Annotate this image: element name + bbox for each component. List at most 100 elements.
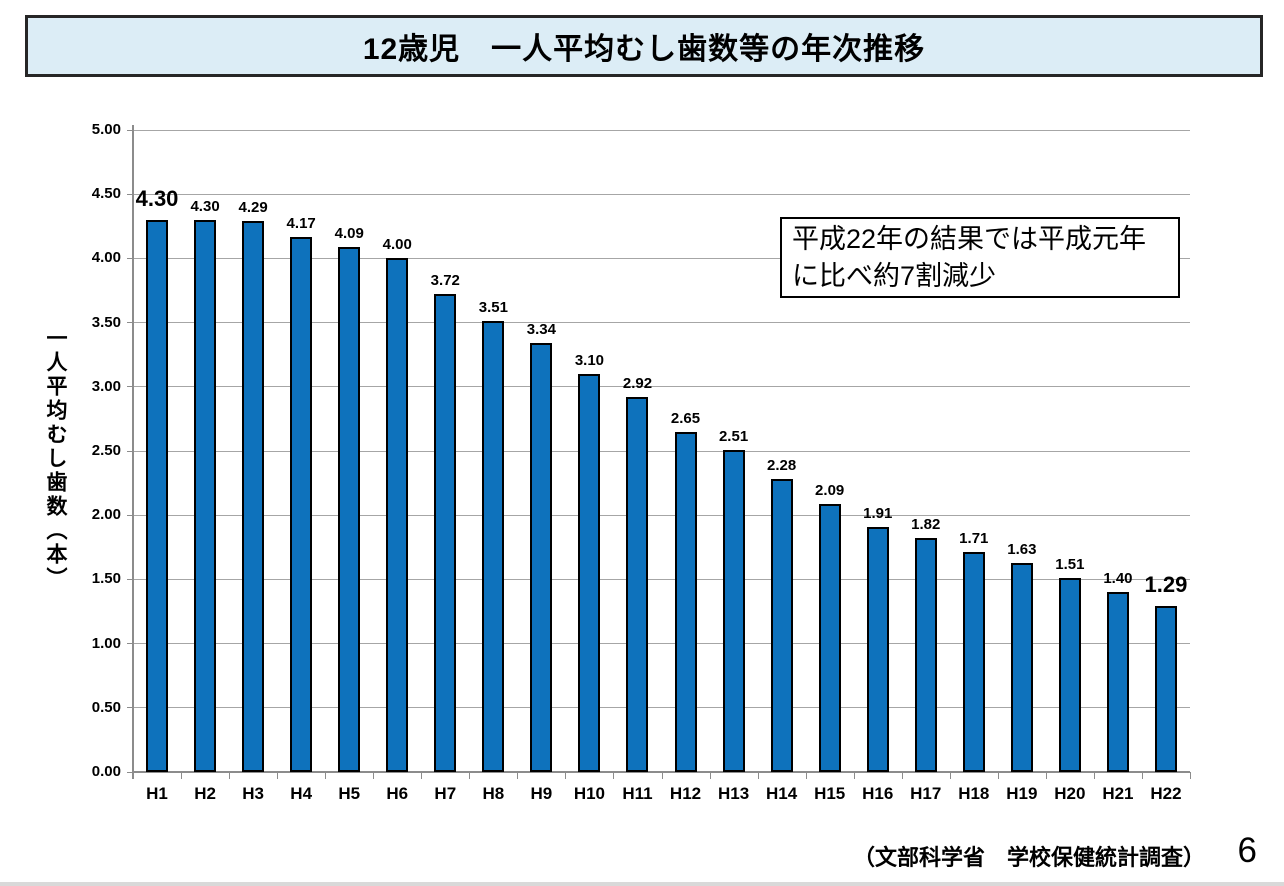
bar-H6 bbox=[386, 258, 409, 772]
annotation-line-2: に比べ約7割減少 bbox=[792, 261, 997, 291]
gridline-3.00 bbox=[133, 386, 1190, 388]
value-label-H7: 3.72 bbox=[430, 272, 460, 290]
x-tick-label-H13: H13 bbox=[717, 784, 750, 803]
y-axis-title: 一人平均むし歯数（本） bbox=[44, 327, 67, 591]
x-tick-label-H5: H5 bbox=[338, 784, 361, 803]
x-tick-mark-15 bbox=[853, 772, 855, 779]
value-label-H1: 4.30 bbox=[135, 185, 179, 211]
y-axis-line bbox=[132, 125, 134, 779]
y-tick-mark-1.00 bbox=[127, 643, 133, 645]
x-tick-mark-8 bbox=[517, 772, 519, 779]
x-tick-mark-14 bbox=[805, 772, 807, 779]
y-tick-label-2.50: 2.50 bbox=[91, 442, 121, 459]
bar-H3 bbox=[242, 221, 265, 772]
bar-H14 bbox=[770, 479, 793, 772]
bar-H22 bbox=[1154, 606, 1177, 772]
value-label-H16: 1.91 bbox=[863, 504, 893, 522]
value-label-H6: 4.00 bbox=[382, 236, 412, 254]
x-tick-label-H22: H22 bbox=[1150, 784, 1182, 803]
x-tick-label-H20: H20 bbox=[1054, 784, 1086, 803]
y-tick-mark-1.50 bbox=[127, 578, 133, 580]
x-tick-label-H17: H17 bbox=[910, 784, 942, 803]
y-tick-label-3.00: 3.00 bbox=[91, 377, 121, 395]
x-tick-mark-9 bbox=[565, 772, 567, 779]
bar-H19 bbox=[1010, 562, 1033, 772]
x-tick-label-H19: H19 bbox=[1006, 784, 1038, 803]
y-tick-label-3.50: 3.50 bbox=[91, 313, 121, 331]
x-tick-label-H2: H2 bbox=[194, 784, 216, 803]
y-tick-mark-3.50 bbox=[127, 322, 133, 324]
x-tick-mark-22 bbox=[1190, 772, 1191, 779]
x-tick-label-H6: H6 bbox=[386, 784, 409, 803]
y-tick-label-0.00: 0.00 bbox=[91, 763, 121, 780]
value-label-H14: 2.28 bbox=[767, 457, 797, 475]
y-tick-label-1.00: 1.00 bbox=[91, 634, 121, 652]
value-label-H4: 4.17 bbox=[286, 214, 316, 232]
gridline-0.50 bbox=[133, 707, 1190, 709]
gridline-2.00 bbox=[133, 514, 1190, 516]
y-tick-label-2.00: 2.00 bbox=[91, 506, 121, 524]
x-tick-label-H15: H15 bbox=[814, 784, 846, 803]
x-tick-mark-7 bbox=[469, 772, 471, 779]
page-number: 6 bbox=[1237, 831, 1257, 870]
value-label-H9: 3.34 bbox=[526, 321, 556, 339]
x-tick-mark-3 bbox=[277, 772, 279, 779]
value-label-H17: 1.82 bbox=[911, 516, 941, 534]
x-tick-label-H1: H1 bbox=[146, 784, 168, 803]
bar-H1 bbox=[146, 219, 169, 772]
gridline-2.50 bbox=[133, 450, 1190, 452]
x-tick-label-H8: H8 bbox=[482, 784, 505, 803]
value-label-H22: 1.29 bbox=[1144, 572, 1188, 598]
bar-H8 bbox=[482, 321, 505, 772]
x-tick-label-H10: H10 bbox=[573, 784, 606, 803]
source-citation: （文部科学省 学校保健統計調査） bbox=[852, 845, 1205, 870]
x-tick-mark-18 bbox=[997, 772, 999, 779]
value-label-H8: 3.51 bbox=[478, 299, 508, 317]
bar-H16 bbox=[866, 526, 889, 772]
y-tick-mark-5.00 bbox=[127, 129, 133, 131]
page-title: 12歳児 一人平均むし歯数等の年次推移 bbox=[362, 33, 926, 66]
x-tick-label-H21: H21 bbox=[1102, 784, 1134, 803]
y-tick-mark-3.00 bbox=[127, 386, 133, 388]
value-label-H19: 1.63 bbox=[1007, 540, 1037, 558]
x-tick-label-H7: H7 bbox=[434, 784, 457, 803]
x-tick-label-H18: H18 bbox=[958, 784, 990, 803]
y-tick-mark-4.50 bbox=[127, 193, 133, 195]
gridline-4.00 bbox=[133, 257, 1190, 259]
bar-H15 bbox=[818, 503, 841, 772]
bar-H10 bbox=[578, 373, 601, 772]
bottom-edge-strip bbox=[0, 882, 1284, 886]
value-label-H11: 2.92 bbox=[622, 375, 653, 393]
bar-H20 bbox=[1058, 578, 1081, 772]
x-tick-mark-6 bbox=[421, 772, 423, 779]
value-label-H13: 2.51 bbox=[718, 427, 749, 445]
bar-H17 bbox=[914, 538, 937, 772]
y-tick-mark-2.00 bbox=[127, 514, 133, 516]
gridline-1.00 bbox=[133, 643, 1190, 645]
y-tick-label-1.50: 1.50 bbox=[91, 570, 121, 588]
gridline-4.50 bbox=[133, 193, 1190, 195]
y-tick-label-5.00: 5.00 bbox=[91, 121, 121, 138]
bar-H9 bbox=[530, 343, 553, 772]
bar-H12 bbox=[674, 431, 697, 772]
value-label-H10: 3.10 bbox=[574, 351, 605, 369]
x-tick-mark-1 bbox=[181, 772, 183, 779]
x-tick-mark-5 bbox=[373, 772, 375, 779]
value-label-H21: 1.40 bbox=[1103, 570, 1133, 588]
y-tick-label-0.50: 0.50 bbox=[91, 698, 121, 716]
bar-H18 bbox=[962, 552, 985, 772]
x-tick-mark-2 bbox=[229, 772, 231, 779]
gridline-5.00 bbox=[133, 129, 1190, 131]
y-tick-mark-0.50 bbox=[127, 707, 133, 709]
x-tick-label-H3: H3 bbox=[242, 784, 264, 803]
gridline-1.50 bbox=[133, 578, 1190, 580]
x-tick-label-H11: H11 bbox=[622, 784, 653, 803]
x-tick-label-H16: H16 bbox=[862, 784, 894, 803]
bar-H5 bbox=[338, 246, 361, 772]
bar-H13 bbox=[722, 449, 745, 772]
x-tick-label-H9: H9 bbox=[530, 784, 553, 803]
bar-H21 bbox=[1106, 592, 1129, 772]
y-tick-label-4.50: 4.50 bbox=[91, 185, 121, 203]
x-tick-mark-11 bbox=[661, 772, 663, 779]
title-bar: 12歳児 一人平均むし歯数等の年次推移 bbox=[25, 15, 1263, 77]
